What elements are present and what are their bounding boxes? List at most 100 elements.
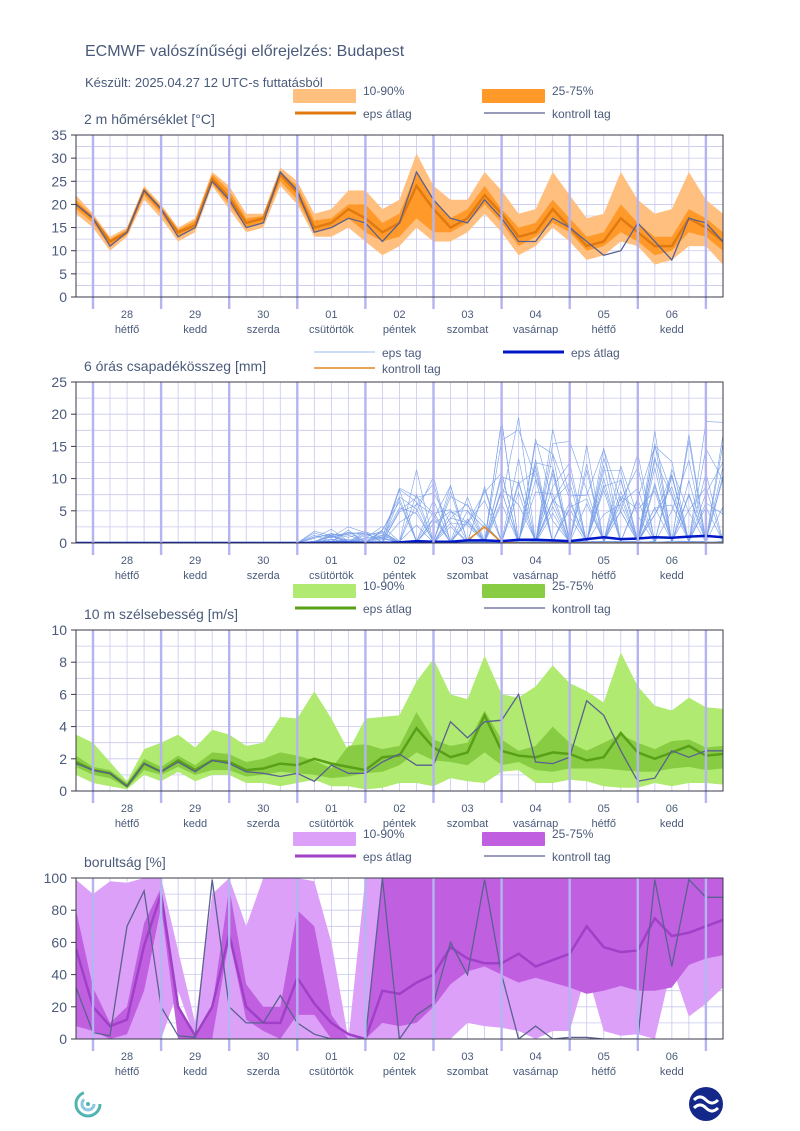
band-25-75 (76, 710, 723, 788)
y-tick-label: 5 (59, 266, 67, 282)
day-name-label: kedd (183, 1066, 207, 1078)
day-date-label: 05 (598, 1051, 610, 1063)
y-tick-label: 35 (51, 127, 67, 143)
day-name-label: szombat (447, 570, 489, 582)
day-name-label: vasárnap (513, 818, 558, 830)
legend-inner-swatch (482, 584, 545, 598)
day-name-label: péntek (383, 570, 417, 582)
panel-title: 10 m szélsebesség [m/s] (84, 606, 238, 622)
day-date-label: 30 (257, 555, 269, 567)
day-date-label: 06 (666, 309, 678, 321)
panel-precipitation: 051015202528hétfő29kedd30szerda01csütört… (51, 346, 724, 582)
y-tick-label: 5 (59, 503, 67, 519)
legend-inner-label: 25-75% (552, 827, 594, 841)
panel-title: 6 órás csapadékösszeg [mm] (84, 358, 266, 374)
plot-area (76, 652, 723, 790)
day-date-label: 05 (598, 803, 610, 815)
day-date-label: 02 (393, 309, 405, 321)
legend-mean-label: eps átlag (363, 602, 412, 616)
day-name-label: szerda (247, 1066, 281, 1078)
member-line (76, 458, 723, 543)
member-line (76, 435, 723, 543)
member-line (76, 440, 723, 543)
page-subtitle: Készült: 2025.04.27 12 UTC-s futtatásból (85, 75, 323, 90)
legend-control-label: kontroll tag (382, 362, 441, 376)
member-line (76, 430, 723, 543)
day-name-label: hétfő (115, 1066, 139, 1078)
plot-frame (75, 381, 724, 544)
plot-area (76, 878, 723, 1039)
day-name-label: szerda (247, 818, 281, 830)
day-name-label: hétfő (592, 1066, 616, 1078)
member-line (76, 421, 723, 543)
day-date-label: 03 (461, 1051, 473, 1063)
day-date-label: 02 (393, 555, 405, 567)
day-date-label: 29 (189, 309, 201, 321)
legend-inner-swatch (482, 89, 545, 103)
day-name-label: vasárnap (513, 1066, 558, 1078)
plot-frame (75, 629, 724, 792)
y-tick-label: 0 (59, 289, 67, 305)
day-name-label: kedd (660, 570, 684, 582)
day-name-label: vasárnap (513, 324, 558, 336)
y-tick-label: 60 (51, 934, 67, 950)
member-line (76, 447, 723, 543)
day-name-label: kedd (183, 818, 207, 830)
panel-temperature: 0510152025303528hétfő29kedd30szerda01csü… (51, 84, 724, 336)
day-date-label: 28 (121, 309, 133, 321)
plot-frame (75, 877, 724, 1040)
day-date-label: 04 (530, 803, 542, 815)
y-tick-label: 0 (59, 783, 67, 799)
day-name-label: hétfő (592, 570, 616, 582)
band-25-75 (76, 878, 723, 1039)
day-name-label: csütörtök (309, 570, 354, 582)
plot-area (76, 153, 723, 265)
day-date-label: 05 (598, 309, 610, 321)
y-tick-label: 10 (51, 622, 67, 638)
y-tick-label: 20 (51, 999, 67, 1015)
plot-frame (75, 134, 724, 298)
panel-cloud: 02040608010028hétfő29kedd30szerda01csütö… (44, 827, 724, 1078)
day-name-label: kedd (183, 324, 207, 336)
control-line (76, 692, 723, 788)
legend-control-label: kontroll tag (552, 850, 611, 864)
legend-mean-label: eps átlag (363, 107, 412, 121)
day-name-label: péntek (383, 818, 417, 830)
legend-outer-swatch (293, 832, 356, 846)
day-name-label: csütörtök (309, 324, 354, 336)
band-10-90 (76, 153, 723, 265)
y-tick-label: 40 (51, 967, 67, 983)
day-date-label: 03 (461, 309, 473, 321)
legend-inner-swatch (482, 832, 545, 846)
y-tick-label: 20 (51, 196, 67, 212)
y-tick-label: 15 (51, 438, 67, 454)
y-tick-label: 20 (51, 406, 67, 422)
day-name-label: péntek (383, 1066, 417, 1078)
y-tick-label: 25 (51, 374, 67, 390)
day-date-label: 30 (257, 803, 269, 815)
day-date-label: 30 (257, 1051, 269, 1063)
day-name-label: csütörtök (309, 1066, 354, 1078)
day-date-label: 06 (666, 1051, 678, 1063)
y-tick-label: 25 (51, 173, 67, 189)
day-name-label: csütörtök (309, 818, 354, 830)
y-tick-label: 2 (59, 751, 67, 767)
y-tick-label: 100 (44, 870, 68, 886)
legend-outer-label: 10-90% (363, 84, 405, 98)
control-line (76, 878, 723, 1039)
legend-inner-label: 25-75% (552, 579, 594, 593)
page-title: ECMWF valószínűségi előrejelzés: Budapes… (85, 43, 405, 60)
day-name-label: kedd (660, 818, 684, 830)
day-date-label: 03 (461, 803, 473, 815)
y-tick-label: 80 (51, 902, 67, 918)
legend-mean-label: eps átlag (571, 346, 620, 360)
panel-title: borultság [%] (84, 854, 166, 870)
day-date-label: 29 (189, 803, 201, 815)
day-date-label: 28 (121, 1051, 133, 1063)
day-name-label: szombat (447, 818, 489, 830)
panel-title: 2 m hőmérséklet [°C] (84, 111, 215, 127)
day-name-label: hétfő (592, 818, 616, 830)
day-date-label: 01 (325, 803, 337, 815)
panel-wind: 024681028hétfő29kedd30szerda01csütörtök0… (51, 579, 724, 830)
day-date-label: 01 (325, 309, 337, 321)
